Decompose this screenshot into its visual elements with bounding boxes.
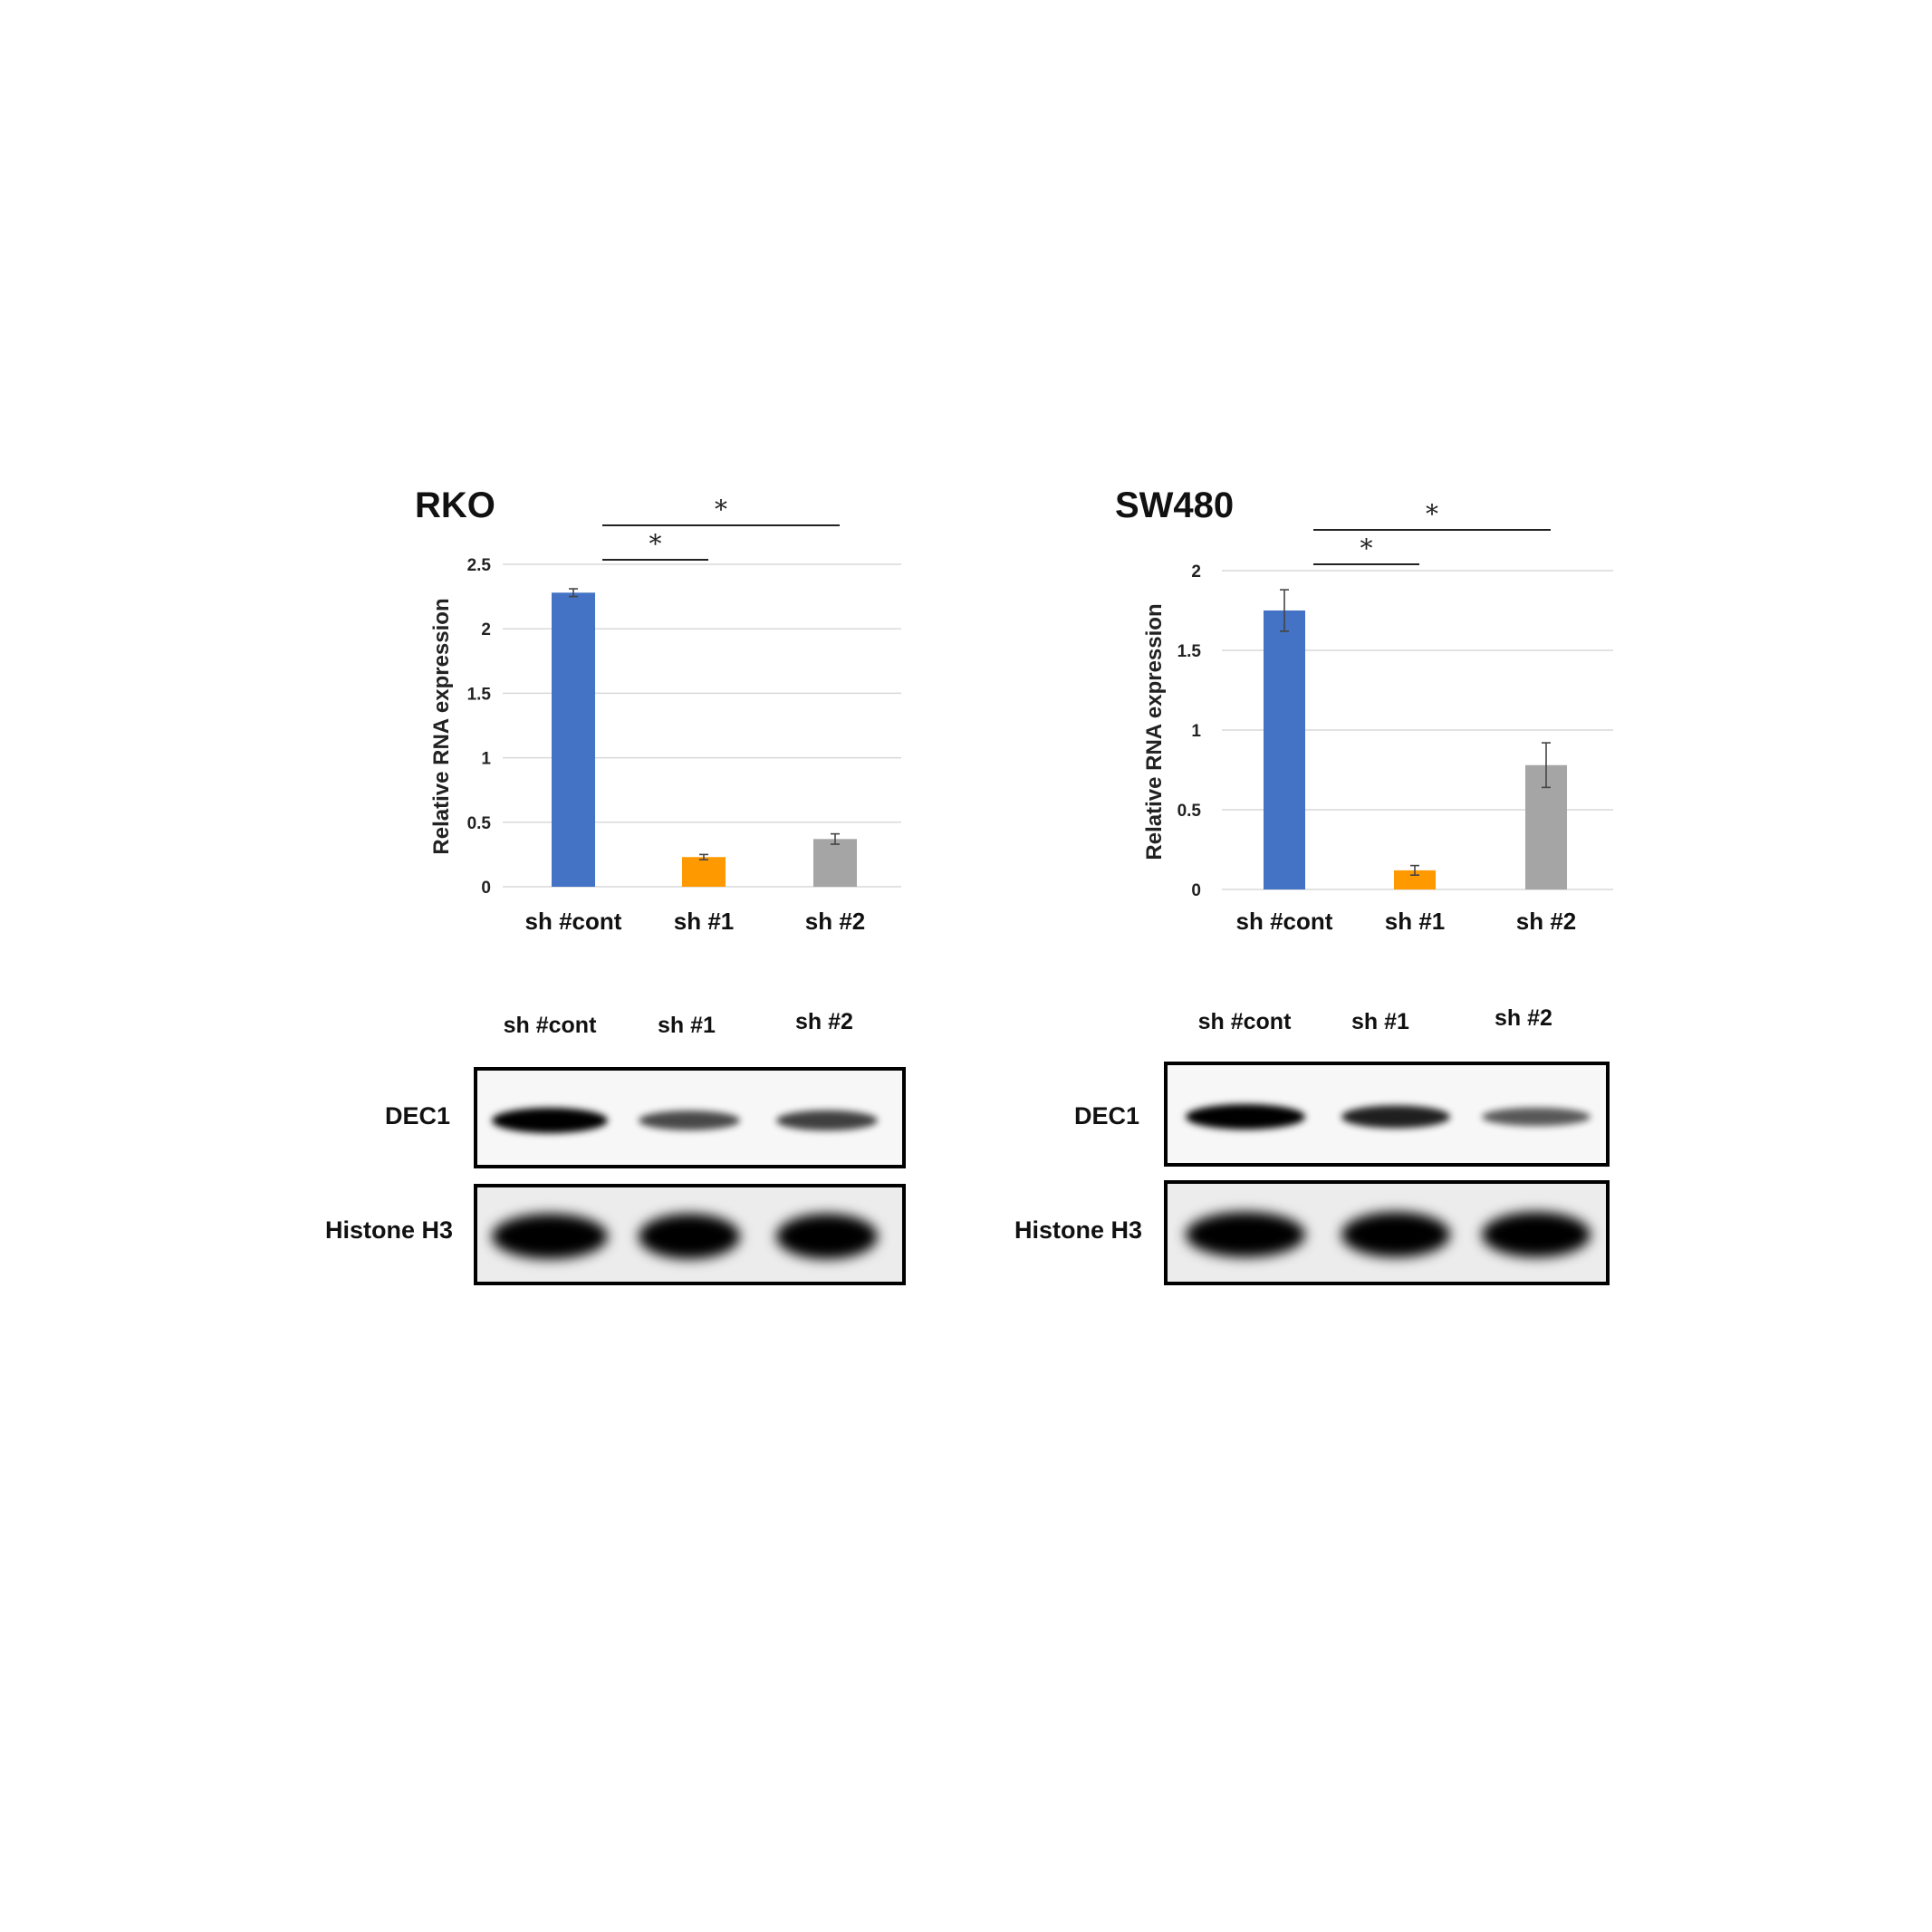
chart-title: SW480 — [1115, 485, 1234, 525]
y-tick-label: 2.5 — [467, 556, 492, 575]
blot-lane-label: sh #cont — [1198, 1009, 1292, 1034]
histone-h3-band — [776, 1214, 878, 1259]
y-tick-label: 2 — [1191, 562, 1201, 582]
significance-star: * — [649, 529, 662, 559]
blot-row-label-histone: Histone H3 — [1014, 1216, 1142, 1244]
sw480-panel: SW480 Relative RNA expression 0 0.5 1 1.5 2 s… — [966, 0, 1932, 1932]
bar — [1264, 610, 1305, 889]
histone-h3-band — [1482, 1212, 1591, 1257]
blot-border — [474, 1067, 906, 1168]
blot-lane-label: sh #1 — [658, 1013, 716, 1038]
y-tick-label: 1.5 — [467, 685, 492, 704]
dec1-band — [1186, 1104, 1305, 1129]
histone-h3-band — [1186, 1212, 1305, 1257]
rko-panel: RKO Relative RNA expression 0 0.5 1 1.5 2 2.5… — [325, 485, 906, 1285]
histone-h3-band — [1341, 1212, 1450, 1257]
y-axis-label: Relative RNA expression — [429, 598, 454, 854]
chart-title: RKO — [415, 485, 495, 525]
error-bar — [1542, 742, 1551, 789]
bar — [552, 592, 595, 887]
x-category-label: sh #2 — [805, 908, 866, 935]
dec1-band — [492, 1108, 608, 1133]
rko-western-blot — [474, 1067, 906, 1285]
histone-h3-band — [639, 1214, 740, 1259]
x-category-label: sh #2 — [1516, 908, 1577, 935]
y-tick-label: 0 — [1191, 881, 1201, 900]
error-bar — [831, 832, 840, 845]
bar — [813, 839, 857, 887]
error-bar — [699, 853, 708, 860]
y-tick-label: 0 — [481, 879, 491, 898]
histone-h3-band — [492, 1214, 608, 1259]
significance-star: * — [1360, 533, 1373, 563]
y-tick-label: 0.5 — [1177, 802, 1202, 821]
y-tick-label: 1.5 — [1177, 642, 1202, 661]
y-tick-label: 0.5 — [467, 814, 492, 833]
rko-bar-chart: 0 0.5 1 1.5 2 2.5 sh #cont sh #1 sh #2 * * — [467, 495, 901, 935]
sw480-figure: SW480 Relative RNA expression 0 0.5 1 1.5 2 s… — [1014, 485, 1613, 1285]
x-category-label: sh #cont — [525, 908, 622, 935]
bar — [1394, 870, 1436, 889]
x-category-label: sh #1 — [674, 908, 735, 935]
y-tick-label: 2 — [481, 620, 491, 639]
x-category-label: sh #1 — [1385, 908, 1446, 935]
dec1-band — [1482, 1107, 1591, 1127]
blot-border — [1164, 1180, 1610, 1285]
blot-lane-label: sh #2 — [1495, 1005, 1552, 1031]
blot-border — [1164, 1062, 1610, 1167]
y-tick-label: 1 — [481, 750, 491, 769]
blot-lane-label: sh #cont — [504, 1013, 597, 1038]
error-bar — [1410, 864, 1419, 876]
blot-row-label-dec1: DEC1 — [385, 1102, 450, 1129]
blot-row-label-histone: Histone H3 — [325, 1216, 453, 1244]
dec1-band — [639, 1110, 740, 1130]
blot-row-label-dec1: DEC1 — [1074, 1102, 1139, 1129]
blot-lane-label: sh #2 — [795, 1009, 853, 1034]
y-tick-label: 1 — [1191, 722, 1201, 741]
dec1-band — [776, 1110, 878, 1131]
significance-star: * — [715, 495, 727, 524]
rko-figure: RKO Relative RNA expression 0 0.5 1 1.5 2 2.5… — [325, 485, 906, 1285]
sw480-western-blot — [1164, 1062, 1610, 1285]
blot-border — [474, 1184, 906, 1285]
bar — [682, 857, 726, 887]
blot-lane-label: sh #1 — [1351, 1009, 1409, 1034]
error-bar — [569, 588, 578, 598]
significance-star: * — [1426, 499, 1438, 529]
sw480-bar-chart: 0 0.5 1 1.5 2 sh #cont sh #1 sh #2 * * — [1177, 499, 1613, 935]
x-category-label: sh #cont — [1236, 908, 1333, 935]
dec1-band — [1341, 1105, 1450, 1129]
error-bar — [1280, 589, 1289, 632]
y-axis-label: Relative RNA expression — [1142, 603, 1167, 860]
